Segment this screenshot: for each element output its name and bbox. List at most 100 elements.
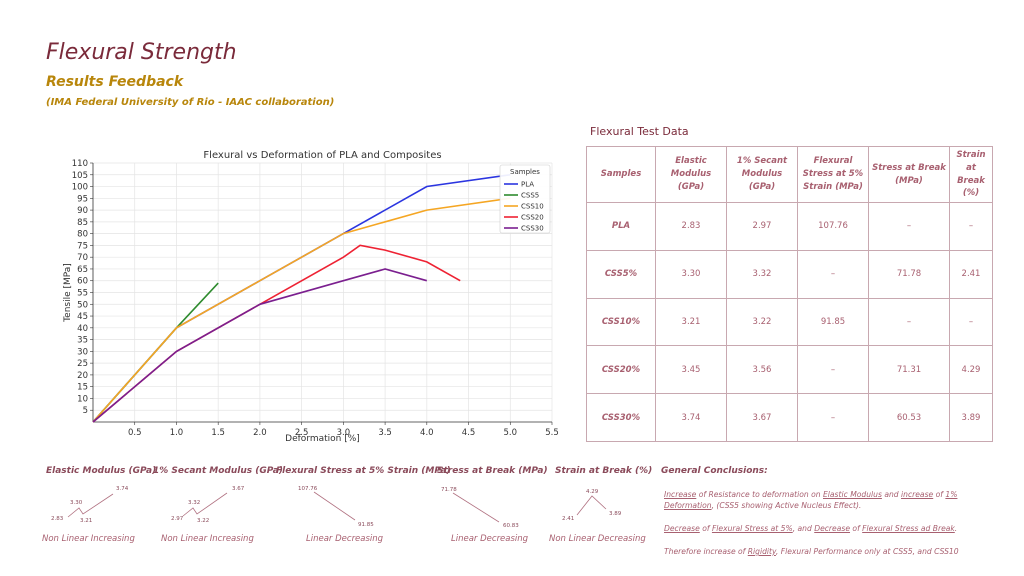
y-tick-label: 80 (77, 230, 88, 240)
mini-trend: Linear Decreasing (451, 534, 529, 544)
x-tick-label: 3.0 (337, 428, 351, 438)
legend-title: Samples (510, 168, 540, 176)
spark-value: 3.74 (116, 486, 129, 492)
cell-value: 3.45 (655, 345, 727, 395)
collaboration-note: (IMA Federal University of Rio - IAAC co… (46, 97, 335, 108)
spark-value: 107.76 (298, 486, 318, 492)
cell-value: 71.31 (868, 345, 950, 395)
conclusion-2: Decrease of Flexural Stress at 5%, and D… (664, 523, 991, 534)
spark-value: 3.32 (188, 500, 200, 506)
x-tick-label: 4.5 (462, 428, 476, 438)
cell-value: 2.97 (726, 202, 798, 251)
conclusion-text: , Flexural Performance only at CSS5, and… (775, 547, 959, 556)
cell-value: 71.78 (868, 249, 950, 299)
header-strain-at-break: Strain at Break (%) (949, 146, 993, 203)
legend-box (499, 164, 551, 234)
y-tick-label: 30 (77, 347, 88, 357)
cell-value: 60.53 (868, 393, 950, 442)
conclusion-term: Flexural Stress ad Break (862, 524, 955, 533)
mini-label: Elastic Modulus (GPa) (46, 466, 157, 476)
x-tick-label: 1.0 (170, 428, 184, 438)
legend-label: CSS20 (521, 214, 544, 222)
table-title: Flexural Test Data (590, 125, 689, 138)
mini-strain-at-break: Strain at Break (%) 2.41 4.29 3.89 Non L… (549, 466, 653, 544)
conclusion-term: 1% Deformation (664, 490, 958, 510)
y-tick-label: 15 (77, 383, 88, 393)
conclusion-term: Elastic Modulus (823, 490, 882, 499)
legend-label: CSS30 (521, 225, 544, 233)
cell-value: – (797, 393, 869, 442)
sparkline-line (67, 493, 114, 518)
page-title: Flexural Strength (46, 40, 237, 65)
sparkline-line (182, 492, 228, 517)
mini-secant-modulus: 1% Secant Modulus (GPa) 2.97 3.32 3.22 3… (153, 466, 283, 544)
x-tick-label: 5.0 (504, 428, 518, 438)
spark-value: 3.21 (80, 518, 92, 524)
cell-value: – (797, 345, 869, 395)
mini-trend: Non Linear Increasing (42, 534, 135, 544)
y-tick-label: 45 (77, 312, 88, 322)
spark-value: 2.83 (51, 516, 64, 522)
mini-label: Flexural Stress at 5% Strain (MPa) (276, 466, 451, 476)
y-tick-label: 70 (77, 253, 88, 263)
chart-title: Flexural vs Deformation of PLA and Compo… (203, 150, 441, 161)
conclusion-text: Therefore increase of (664, 547, 748, 556)
legend-label: CSS5 (521, 192, 539, 200)
series-line-css10 (92, 197, 511, 423)
mini-label: Stress at Break (MPa) (437, 466, 548, 476)
mini-trend: Non Linear Decreasing (549, 534, 646, 544)
x-tick-label: 5.5 (545, 428, 559, 438)
table-row: CSS20% 3.45 3.56 – 71.31 4.29 (586, 345, 993, 395)
cell-value: 3.32 (726, 249, 798, 299)
y-tick-label: 40 (77, 324, 88, 334)
mini-stress-at-break: Stress at Break (MPa) 71.78 60.83 Linear… (437, 466, 548, 544)
cell-sample: CSS5% (586, 249, 656, 299)
mini-trend: Linear Decreasing (306, 534, 384, 544)
legend-label: PLA (521, 181, 534, 189)
y-tick-label: 105 (72, 171, 88, 181)
cell-value: 3.74 (655, 393, 727, 442)
y-tick-label: 55 (77, 289, 88, 299)
cell-sample: PLA (586, 202, 656, 251)
mini-sparkline: 71.78 60.83 (441, 487, 519, 529)
cell-value: – (868, 297, 950, 347)
mini-sparkline: 107.76 91.85 (298, 486, 374, 528)
cell-sample: CSS30% (586, 393, 656, 442)
spark-value: 3.67 (232, 486, 245, 492)
header-flexural-stress: Flexural Stress at 5% Strain (MPa) (797, 146, 869, 203)
spark-value: 3.22 (197, 518, 209, 524)
spark-value: 60.83 (503, 523, 519, 529)
table-header-row: Samples Elastic Modulus (GPa) 1% Secant … (586, 146, 993, 203)
cell-value: 107.76 (797, 202, 869, 251)
conclusion-text: of (933, 490, 946, 499)
conclusion-term: Decrease (814, 524, 851, 533)
x-axis-label: Deformation [%] (285, 434, 360, 444)
mini-flexural-stress: Flexural Stress at 5% Strain (MPa) 107.7… (276, 466, 451, 544)
table-row: PLA 2.83 2.97 107.76 – – (586, 202, 993, 251)
cell-value: 91.85 (797, 297, 869, 347)
series-line-css30 (92, 268, 428, 423)
y-tick-label: 35 (77, 336, 88, 346)
y-axis-label: Tensile [MPa] (63, 263, 73, 323)
mini-label: Strain at Break (%) (555, 466, 653, 476)
x-tick-label: 1.5 (211, 428, 225, 438)
header-secant-modulus: 1% Secant Modulus (GPa) (726, 146, 798, 203)
mini-trend: Non Linear Increasing (161, 534, 254, 544)
mini-elastic-modulus: Elastic Modulus (GPa) 2.83 3.30 3.21 3.7… (42, 466, 157, 544)
conclusion-term: increase (901, 490, 934, 499)
conclusion-text: of (699, 524, 712, 533)
spark-value: 91.85 (358, 522, 374, 528)
header-stress-at-break: Stress at Break (MPa) (868, 146, 950, 203)
conclusion-text: . (954, 524, 958, 533)
conclusion-term: Increase (664, 490, 697, 499)
conclusions-heading: General Conclusions: (661, 466, 768, 476)
mini-label: 1% Secant Modulus (GPa) (153, 466, 283, 476)
x-tick-label: 0.5 (128, 428, 142, 438)
mini-sparkline: 2.83 3.30 3.21 3.74 (51, 486, 129, 524)
table-row: CSS10% 3.21 3.22 91.85 – – (586, 297, 993, 347)
cell-value: 3.22 (726, 297, 798, 347)
conclusion-text: and (881, 490, 902, 499)
y-tick-label: 100 (72, 183, 88, 193)
conclusion-text: of Resistance to deformation on (696, 490, 823, 499)
x-tick-label: 2.5 (295, 428, 309, 438)
